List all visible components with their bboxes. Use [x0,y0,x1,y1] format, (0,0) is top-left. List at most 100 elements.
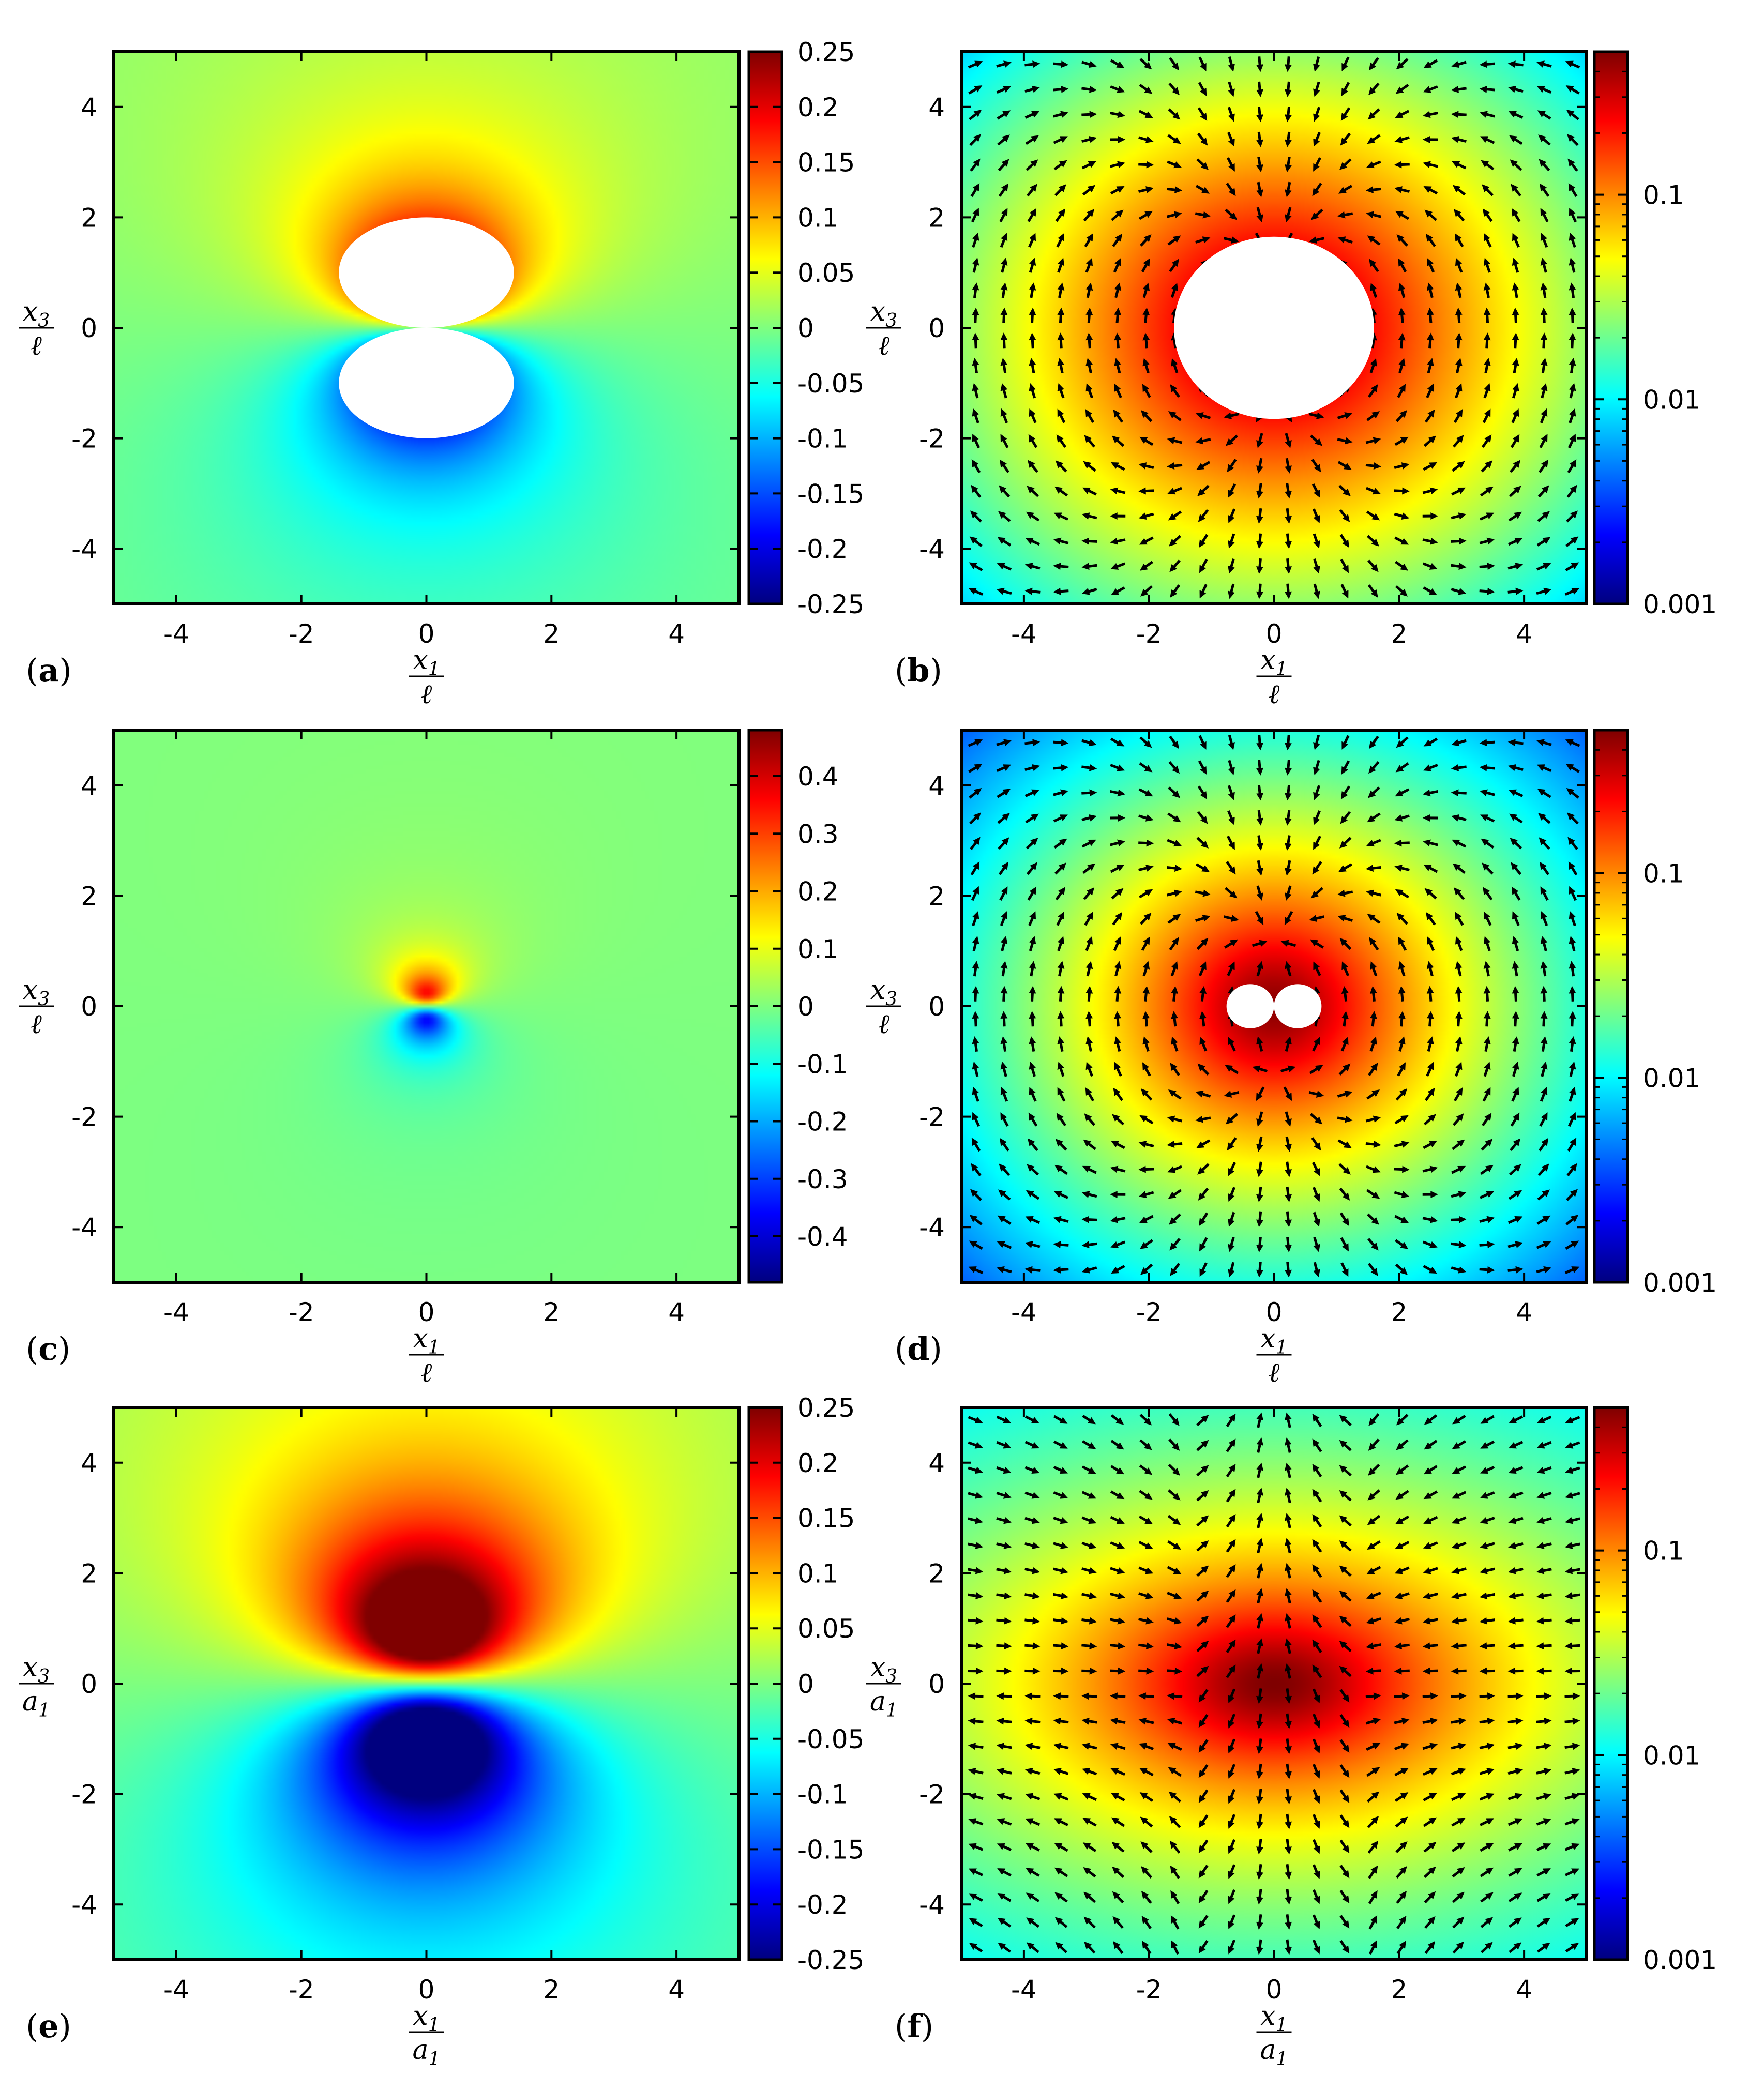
arrowhead [1228,88,1235,97]
arrowhead [1053,1266,1061,1274]
arrowhead [1514,1216,1523,1223]
arrowhead [1457,1165,1466,1173]
arrowhead [1001,837,1009,845]
x-tick-label: 0 [418,1975,435,2005]
arrowhead [1511,862,1518,870]
arrowhead [1112,1916,1121,1925]
arrowhead [1313,1845,1320,1854]
y-tick-label: 2 [81,1558,97,1588]
arrowhead [1565,1417,1574,1423]
arrowhead [1143,258,1150,267]
arrowhead [1399,1267,1408,1275]
arrowhead [1367,1518,1376,1525]
arrowhead [968,1266,977,1273]
colorbar-tick-label: -0.2 [797,534,848,564]
arrowhead [1484,1087,1491,1096]
panel-e: -4 -2 0 2 4-4-2024x1a1x3a1(e)-0.25-0.2-0.15-… [19,1393,864,2070]
arrowhead [1139,1241,1148,1249]
arrowhead [1512,282,1519,291]
arrowhead [1370,564,1379,572]
arrowhead [1480,136,1489,143]
arrowhead [1169,538,1177,547]
arrowhead [996,1692,1004,1700]
arrowhead [1001,159,1009,167]
panel-tag-e: (e) [26,2007,71,2045]
arrowhead [1058,887,1065,896]
x-tick-label: -4 [163,1297,189,1327]
arrowhead [1003,764,1012,771]
arrowhead [1428,1867,1436,1874]
arrowhead [1339,1540,1348,1548]
arrowhead [1543,1241,1551,1248]
arrowhead [1484,434,1492,443]
x-axis-label-c: x1ℓ [409,1323,444,1388]
hole-a-0 [339,217,514,328]
arrowhead [1144,765,1153,773]
arrowhead [1569,258,1576,266]
arrowhead [1342,1870,1350,1879]
arrowhead [1512,1011,1519,1019]
arrowhead [1428,1842,1437,1850]
arrowhead [1140,1841,1149,1850]
arrowhead [1342,1945,1350,1954]
arrowhead [970,510,978,519]
arrowhead [1139,1115,1148,1123]
arrowhead [1426,332,1434,341]
arrowhead [1029,961,1036,969]
arrowhead [1339,1465,1348,1473]
arrowhead [1172,1542,1181,1550]
panel-tag-a: (a) [26,652,72,689]
arrowhead [1452,161,1460,168]
arrowhead [1565,739,1574,746]
arrowhead [1145,186,1154,193]
arrowhead [1057,1087,1064,1096]
arrowhead [1515,1768,1524,1775]
arrowhead [1053,1191,1062,1198]
arrowhead [1487,1266,1495,1274]
arrowhead [1401,1141,1410,1148]
arrowhead [1313,138,1320,147]
arrowhead [1285,1638,1292,1647]
arrowhead [1342,514,1350,522]
arrowhead [1025,1818,1034,1825]
arrowhead [1285,1169,1292,1177]
arrowhead [1228,1896,1235,1904]
arrowhead [1512,1061,1519,1070]
arrowhead [1001,861,1008,870]
arrowhead [1565,85,1574,93]
arrowhead [1486,1818,1495,1825]
arrowhead [1139,563,1148,571]
arrowhead [1429,487,1438,495]
label-denominator: a1 [1260,2035,1288,2070]
arrowhead [1083,1139,1092,1147]
x-tick-label: 2 [1391,1297,1407,1327]
arrowhead [1057,383,1064,391]
arrowhead [1513,1164,1521,1172]
arrowhead [1342,1719,1350,1728]
arrowhead [1369,1011,1377,1019]
arrowhead [1200,63,1207,71]
arrowhead [1486,537,1495,545]
colorbar-tick-label: 0.1 [1643,859,1684,889]
x-tick-label: 4 [1516,1297,1532,1327]
arrowhead [1053,587,1061,595]
arrowhead [1370,1268,1378,1276]
arrowhead [1143,936,1150,945]
arrowhead [972,433,979,442]
arrowhead [1399,1890,1407,1899]
arrowhead [1198,1744,1206,1753]
arrowhead [1027,486,1035,494]
arrowhead [1313,1193,1320,1202]
arrowhead [1139,1216,1148,1223]
arrowhead [1228,138,1235,147]
arrowhead [1339,937,1348,946]
arrowhead [1514,538,1523,544]
arrowhead [1313,489,1320,498]
colorbar-tick-label: 0.05 [797,258,855,288]
arrowhead [1200,113,1208,122]
arrowhead [1198,1719,1206,1728]
arrowhead [1085,1011,1093,1019]
arrowhead [1313,540,1320,549]
arrowhead [1142,282,1150,291]
